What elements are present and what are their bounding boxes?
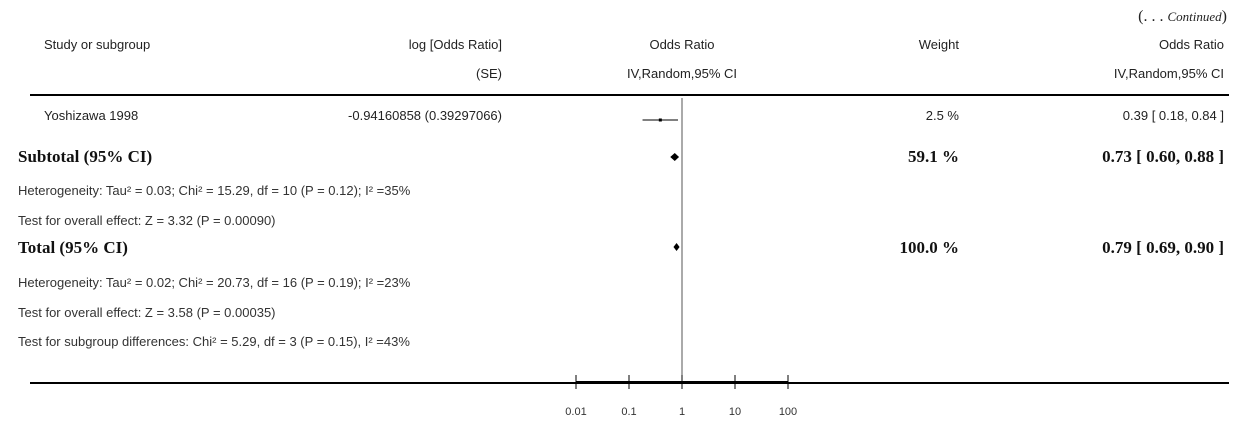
header-weight: Weight — [918, 37, 959, 52]
subtotal-ci: 0.73 [ 0.60, 0.88 ] — [1102, 147, 1224, 166]
header-log-or: log [Odds Ratio] — [408, 37, 502, 52]
x-tick-label: 1 — [679, 406, 685, 418]
continued-word: Continued — [1167, 9, 1222, 24]
header-odds-ratio: Odds Ratio — [649, 37, 715, 52]
study-name: Yoshizawa 1998 — [44, 108, 139, 123]
x-tick-label: 0.1 — [621, 406, 636, 418]
subtotal-overall-effect: Test for overall effect: Z = 3.32 (P = 0… — [18, 213, 276, 228]
continued-suffix: ) — [1221, 8, 1227, 25]
header-or-right-sub: IV,Random,95% CI — [1113, 66, 1224, 81]
header-log-or-sub: (SE) — [476, 66, 502, 81]
summary-diamond — [673, 243, 680, 251]
header-divider — [30, 94, 1229, 96]
total-overall-effect: Test for overall effect: Z = 3.58 (P = 0… — [18, 305, 276, 320]
continued-note: (. . . Continued) — [1138, 8, 1227, 26]
continued-prefix: (. . . — [1138, 8, 1168, 25]
study-point — [658, 118, 662, 122]
subgroup-differences: Test for subgroup differences: Chi² = 5.… — [18, 334, 410, 349]
x-tick-label: 100 — [779, 406, 797, 418]
total-weight: 100.0 % — [899, 238, 960, 257]
summary-diamond — [670, 153, 680, 161]
header-or-right: Odds Ratio — [1158, 37, 1224, 52]
study-log-or: -0.94160858 (0.39297066) — [348, 108, 502, 123]
total-ci: 0.79 [ 0.69, 0.90 ] — [1102, 238, 1224, 257]
total-label: Total (95% CI) — [18, 238, 128, 257]
subtotal-heterogeneity: Heterogeneity: Tau² = 0.03; Chi² = 15.29… — [18, 183, 411, 198]
study-weight: 2.5 % — [925, 108, 959, 123]
subtotal-label: Subtotal (95% CI) — [18, 147, 153, 166]
x-tick-label: 10 — [729, 406, 741, 418]
x-tick-label: 0.01 — [565, 406, 586, 418]
header-study: Study or subgroup — [44, 37, 151, 52]
header-odds-ratio-sub: IV,Random,95% CI — [626, 66, 738, 81]
plot-layer: 0.01 0.1 1 10 100 — [565, 98, 797, 418]
study-ci: 0.39 [ 0.18, 0.84 ] — [1122, 108, 1224, 123]
total-heterogeneity: Heterogeneity: Tau² = 0.02; Chi² = 20.73… — [18, 275, 411, 290]
subtotal-weight: 59.1 % — [908, 147, 959, 166]
